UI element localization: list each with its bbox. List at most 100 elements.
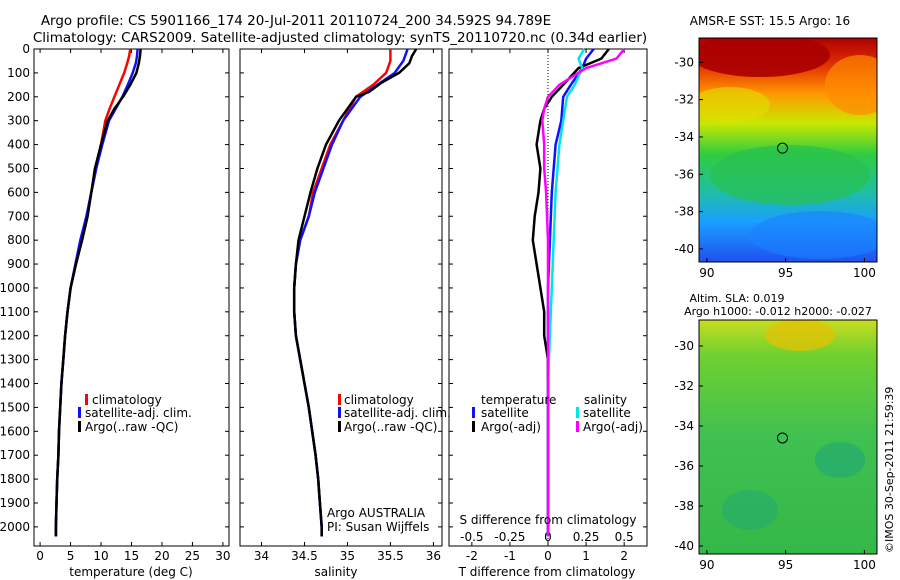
- sla-high-patch: [765, 320, 835, 351]
- legend-label-argo: Argo(..raw -QC): [344, 420, 437, 434]
- figure-title-line1: Argo profile: CS 5901166_174 20-Jul-2011…: [41, 13, 551, 29]
- x-tick-label: 35: [340, 549, 355, 563]
- difference-series: [531, 48, 626, 537]
- sla-map-title: Altim. SLA: 0.019: [689, 292, 784, 305]
- map-y-tick-label: -38: [674, 499, 694, 513]
- x-tick-label: 0: [544, 549, 552, 563]
- difference-y-ticks: [449, 48, 647, 528]
- sst-map-ticks: 90 95 100 -30 -32 -34 -36 -38 -40: [674, 55, 875, 280]
- top-tick-label: 0: [544, 530, 552, 544]
- y-tick-label: 100: [7, 66, 30, 80]
- y-tick-label: 800: [7, 233, 30, 247]
- y-tick-label: 1900: [0, 496, 30, 510]
- x-tick-label: 2: [620, 549, 628, 563]
- series-line-temperature-satellite: [546, 48, 595, 537]
- y-tick-label: 200: [7, 90, 30, 104]
- legend-swatch-climatology: [85, 394, 88, 405]
- map-x-tick-label: 95: [778, 558, 793, 572]
- x-tick-label: 34.5: [291, 549, 318, 563]
- sst-map-panel: AMSR-E SST: 15.5 Argo: 16 90 95 100 -30 -32 -…: [674, 14, 878, 280]
- difference-legend: temperature salinity satellite Argo(-adj…: [472, 393, 643, 434]
- legend-swatch-satellite: [338, 407, 341, 418]
- top-tick-label: 0.5: [615, 530, 634, 544]
- argo-pi-annotation: PI: Susan Wijffels: [327, 520, 429, 534]
- legend-label-climatology: climatology: [92, 393, 162, 407]
- x-tick-label: -1: [504, 549, 516, 563]
- legend-label-temp-satellite: satellite: [481, 406, 529, 420]
- salinity-panel: 34 34.5 35 35.5 36 salinity climatology sate…: [239, 48, 451, 579]
- series-line-satellite-adj-clim-: [292, 48, 409, 537]
- series-line-satellite-adj-clim-: [54, 48, 139, 537]
- legend-swatch-sal-argo: [576, 421, 579, 432]
- y-tick-label: 1600: [0, 424, 30, 438]
- legend-label-argo: Argo(..raw -QC): [85, 420, 178, 434]
- salinity-y-ticks: [240, 48, 442, 528]
- sla-low-patch-2: [722, 490, 778, 530]
- y-tick-label: 600: [7, 185, 30, 199]
- y-tick-label: 300: [7, 114, 30, 128]
- x-tick-label: 36: [426, 549, 441, 563]
- series-line-temperature-argo-adj-: [531, 48, 610, 537]
- y-tick-label: 1200: [0, 329, 30, 343]
- salinity-x-label: salinity: [314, 565, 357, 579]
- series-line-argo-raw-qc-: [54, 48, 142, 537]
- map-x-tick-label: 100: [853, 558, 876, 572]
- y-tick-label: 900: [7, 257, 30, 271]
- legend-header-temperature: temperature: [481, 393, 556, 407]
- map-y-tick-label: -30: [674, 55, 694, 69]
- top-tick-label: 0.25: [573, 530, 600, 544]
- y-tick-label: 1400: [0, 377, 30, 391]
- series-line-argo-raw-qc-: [292, 48, 418, 537]
- sla-map-frame: [698, 319, 878, 555]
- y-tick-label: 500: [7, 161, 30, 175]
- sst-argo-location-marker: [776, 142, 788, 154]
- y-tick-label: 1500: [0, 400, 30, 414]
- difference-panel: -2 -1 0 1 2 -0.5 -0.25 0 0.25 0.5 S difference f…: [448, 48, 648, 579]
- temperature-series: [54, 48, 142, 537]
- legend-label-sal-satellite: satellite: [583, 406, 631, 420]
- sla-map-subtitle: Argo h1000: -0.012 h2000: -0.027: [684, 305, 872, 318]
- legend-header-salinity: salinity: [584, 393, 627, 407]
- legend-label-satellite: satellite-adj. clim.: [344, 406, 451, 420]
- legend-swatch-climatology: [338, 394, 341, 405]
- y-tick-label: 1100: [0, 305, 30, 319]
- sst-green-patch: [710, 145, 870, 205]
- temperature-legend: climatology satellite-adj. clim. Argo(..…: [78, 393, 192, 434]
- map-y-tick-label: -34: [674, 419, 694, 433]
- map-y-tick-label: -32: [674, 93, 694, 107]
- legend-label-climatology: climatology: [344, 393, 414, 407]
- legend-label-satellite: satellite-adj. clim.: [85, 406, 192, 420]
- salinity-legend: climatology satellite-adj. clim. Argo(..…: [338, 393, 451, 434]
- argo-institution-annotation: Argo AUSTRALIA: [327, 506, 426, 520]
- x-tick-label: 20: [154, 549, 169, 563]
- legend-swatch-argo: [338, 421, 341, 432]
- legend-swatch-argo: [78, 421, 81, 432]
- sst-map-frame: [698, 37, 878, 263]
- sst-orange-patch: [825, 55, 877, 115]
- map-y-tick-label: -40: [674, 539, 694, 553]
- x-tick-label: 25: [185, 549, 200, 563]
- x-tick-label: 0: [36, 549, 44, 563]
- sst-yellow-patch: [699, 87, 770, 123]
- y-tick-label: 700: [7, 209, 30, 223]
- y-tick-label: 1800: [0, 472, 30, 486]
- map-y-tick-label: -40: [674, 242, 694, 256]
- difference-x-ticks: -2 -1 0 1 2: [466, 49, 628, 563]
- x-tick-label: 1: [582, 549, 590, 563]
- salinity-axes-frame: [239, 48, 443, 547]
- map-x-tick-label: 90: [699, 558, 714, 572]
- legend-swatch-sal-satellite: [576, 407, 579, 418]
- legend-label-sal-argo: Argo(-adj): [583, 420, 643, 434]
- x-tick-label: 35.5: [377, 549, 404, 563]
- y-tick-label: 400: [7, 138, 30, 152]
- map-y-tick-label: -36: [674, 459, 694, 473]
- series-line-salinity-argo-adj-: [541, 48, 626, 537]
- temperature-panel: 0 5 10 15 20 25 30 0 100 200 300 400 500 600 700 800 90…: [0, 42, 231, 579]
- top-tick-label: -0.5: [460, 530, 483, 544]
- map-y-tick-label: -30: [674, 339, 694, 353]
- series-line-climatology: [54, 48, 132, 537]
- sla-map-ticks: 90 95 100 -30 -32 -34 -36 -38 -40: [674, 339, 875, 572]
- map-y-tick-label: -32: [674, 379, 694, 393]
- legend-swatch-temp-argo: [472, 421, 475, 432]
- series-line-salinity-satellite: [546, 48, 586, 537]
